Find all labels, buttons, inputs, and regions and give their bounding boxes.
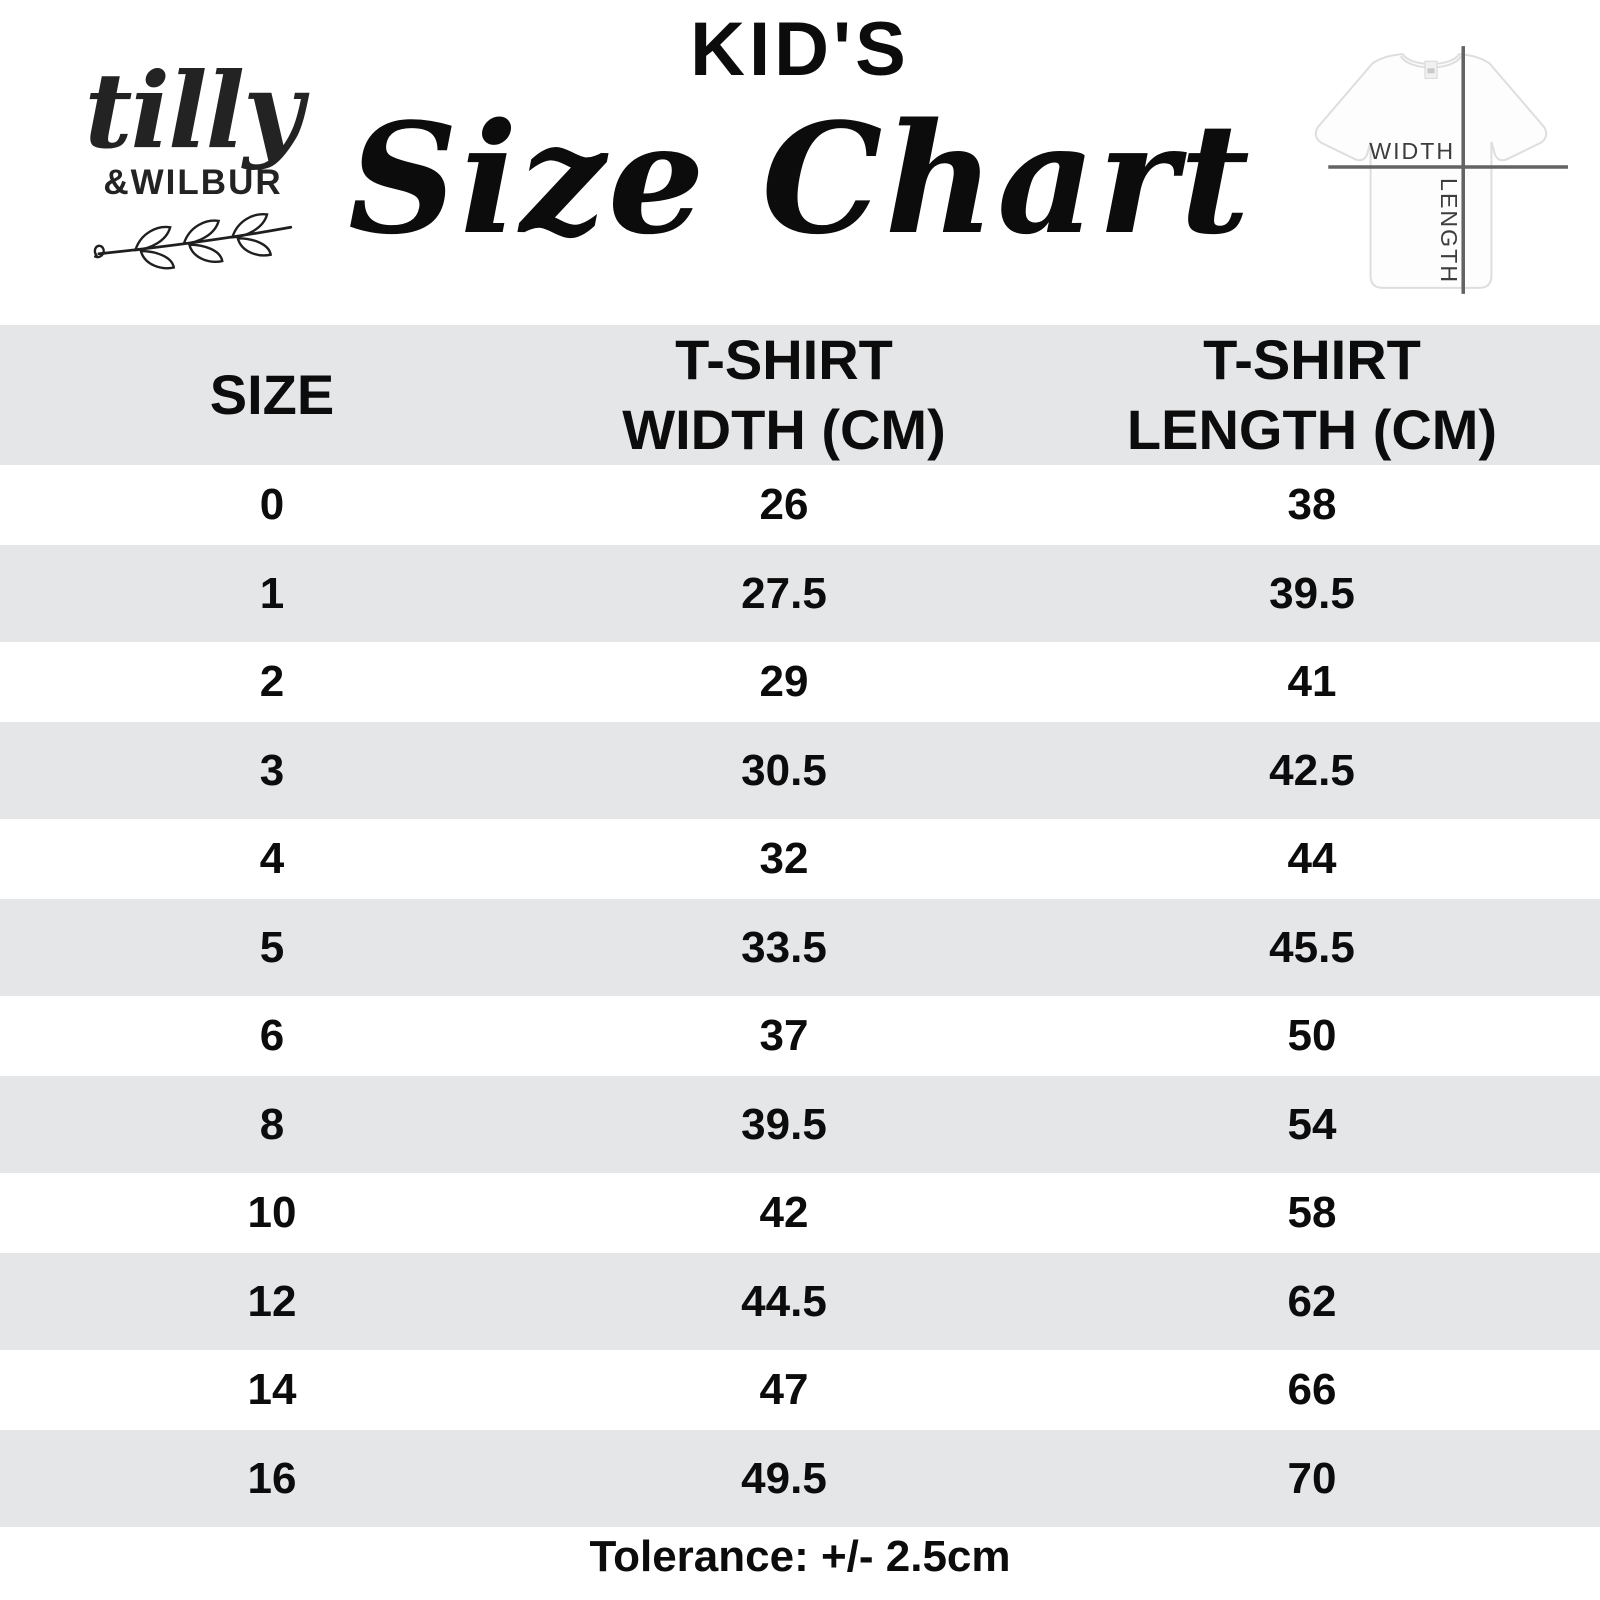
cell-length: 54	[1287, 1099, 1337, 1149]
cell-width: 44.5	[741, 1276, 827, 1326]
cell-size: 8	[259, 1099, 285, 1149]
cell-width: 26	[759, 480, 809, 529]
cell-width: 29	[759, 657, 809, 706]
table-row: 10 42 58	[0, 1173, 1600, 1253]
cell-length: 50	[1287, 1011, 1337, 1060]
table-row: 5 33.5 45.5	[0, 899, 1600, 996]
table-row: 12 44.5 62	[0, 1253, 1600, 1350]
title-kicker: KID'S	[690, 7, 910, 92]
cell-width: 39.5	[741, 1099, 827, 1149]
cell-length: 38	[1287, 480, 1337, 529]
table-row: 1 27.5 39.5	[0, 545, 1600, 642]
cell-length: 66	[1287, 1365, 1337, 1414]
cell-width: 42	[759, 1188, 809, 1237]
table-row: 4 32 44	[0, 819, 1600, 899]
column-header-width: T-SHIRT WIDTH (CM)	[622, 328, 946, 461]
cell-length: 58	[1287, 1188, 1337, 1237]
cell-width: 37	[759, 1011, 809, 1060]
table-header-row: SIZE T-SHIRT WIDTH (CM) T-SHIRT LENGTH (…	[0, 325, 1600, 465]
cell-length: 70	[1287, 1453, 1337, 1503]
logo-script-text: tilly	[84, 49, 304, 172]
cell-size: 6	[259, 1011, 285, 1060]
cell-size: 12	[247, 1276, 297, 1326]
cell-width: 27.5	[741, 568, 827, 618]
laurel-branch-icon	[58, 209, 328, 278]
cell-width: 32	[759, 834, 809, 883]
table-row: 16 49.5 70	[0, 1430, 1600, 1527]
cell-width: 49.5	[741, 1453, 827, 1503]
cell-length: 62	[1287, 1276, 1337, 1326]
size-table-body: 0 26 38 1 27.5 39.5 2 29 41 3 30.5 42.5 …	[0, 465, 1600, 1527]
page-title: Size Chart	[348, 89, 1252, 268]
cell-size: 4	[259, 834, 285, 883]
table-row: 3 30.5 42.5	[0, 722, 1600, 819]
cell-size: 5	[259, 922, 285, 972]
cell-width: 30.5	[741, 745, 827, 795]
width-label: WIDTH	[1369, 138, 1455, 164]
cell-length: 39.5	[1269, 568, 1355, 618]
cell-size: 14	[247, 1365, 297, 1414]
tolerance-note: Tolerance: +/- 2.5cm	[589, 1532, 1011, 1581]
column-header-size: SIZE	[209, 363, 335, 426]
cell-length: 45.5	[1269, 922, 1355, 972]
title-block: KID'S Size Chart	[320, 6, 1280, 259]
size-table: SIZE T-SHIRT WIDTH (CM) T-SHIRT LENGTH (…	[0, 325, 1600, 1527]
brand-logo: tilly &WILBUR	[58, 49, 328, 278]
column-header-length: T-SHIRT LENGTH (CM)	[1126, 328, 1498, 461]
tshirt-body	[1314, 53, 1548, 289]
cell-size: 16	[247, 1453, 297, 1503]
cell-size: 10	[247, 1188, 297, 1237]
table-row: 14 47 66	[0, 1350, 1600, 1430]
table-row: 0 26 38	[0, 465, 1600, 545]
cell-length: 42.5	[1269, 745, 1355, 795]
cell-width: 33.5	[741, 922, 827, 972]
cell-size: 0	[259, 480, 285, 529]
cell-size: 1	[259, 568, 285, 618]
table-row: 2 29 41	[0, 642, 1600, 722]
table-row: 6 37 50	[0, 996, 1600, 1076]
cell-length: 41	[1287, 657, 1337, 706]
cell-width: 47	[759, 1365, 809, 1414]
cell-size: 3	[259, 745, 285, 795]
logo-sub-text: &WILBUR	[103, 162, 283, 202]
tshirt-measurement-icon: WIDTH LENGTH	[1290, 44, 1572, 301]
cell-length: 44	[1287, 834, 1337, 883]
table-row: 8 39.5 54	[0, 1076, 1600, 1173]
length-label: LENGTH	[1436, 178, 1462, 284]
cell-size: 2	[259, 657, 285, 706]
